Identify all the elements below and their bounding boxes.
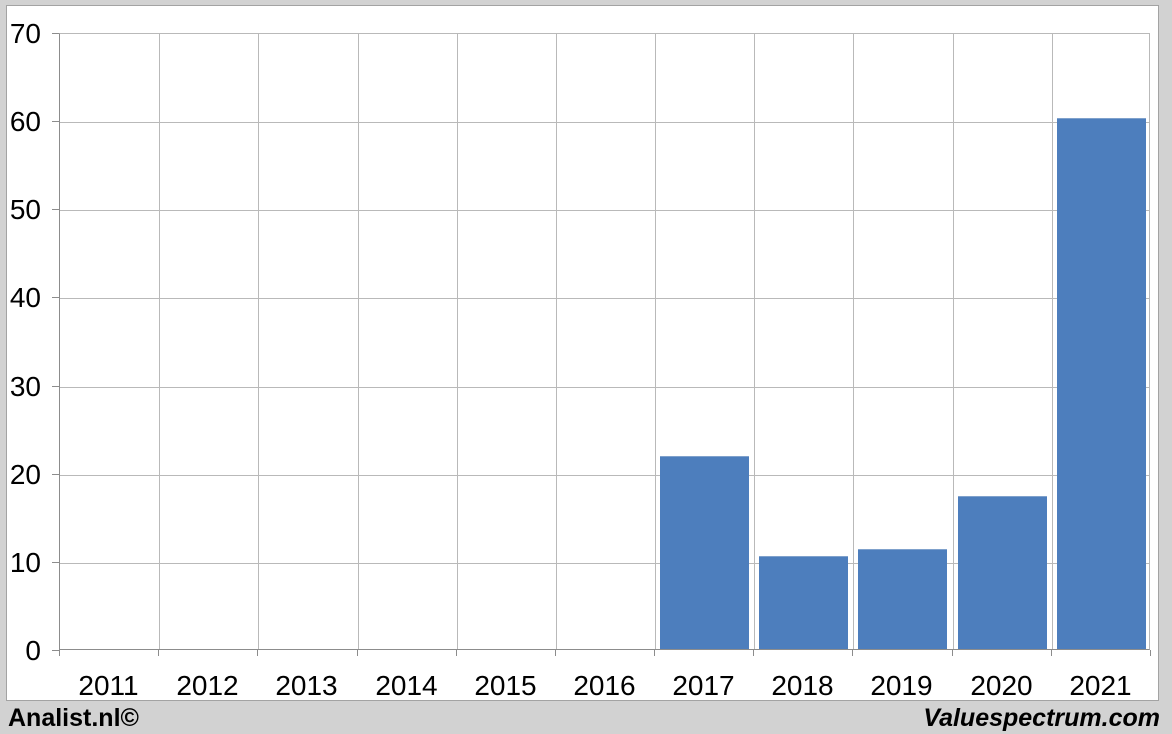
x-axis-label-2019: 2019 xyxy=(870,670,933,701)
x-tick-2 xyxy=(257,650,258,656)
y-tick-30 xyxy=(52,386,59,387)
x-axis-label-2011: 2011 xyxy=(78,670,139,701)
gridline-x-8 xyxy=(853,34,854,649)
x-tick-4 xyxy=(456,650,457,656)
gridline-x-3 xyxy=(358,34,359,649)
x-tick-0 xyxy=(59,650,60,656)
y-axis-label-0: 0 xyxy=(25,635,41,666)
x-tick-10 xyxy=(1051,650,1052,656)
gridline-x-2 xyxy=(258,34,259,649)
gridline-x-6 xyxy=(655,34,656,649)
valuespectrum-credit: Valuespectrum.com xyxy=(923,704,1160,732)
gridline-x-5 xyxy=(556,34,557,649)
gridline-y-10 xyxy=(60,563,1149,564)
bar-2017 xyxy=(660,456,749,649)
x-tick-1 xyxy=(158,650,159,656)
y-tick-0 xyxy=(52,650,59,651)
y-tick-60 xyxy=(52,121,59,122)
x-axis-label-2015: 2015 xyxy=(474,670,537,701)
x-tick-8 xyxy=(852,650,853,656)
x-tick-7 xyxy=(753,650,754,656)
x-axis-label-2012: 2012 xyxy=(176,670,239,701)
gridline-x-10 xyxy=(1052,34,1053,649)
x-axis-label-2017: 2017 xyxy=(672,670,735,701)
gridline-y-30 xyxy=(60,387,1149,388)
gridline-x-9 xyxy=(953,34,954,649)
bar-2018 xyxy=(759,556,848,649)
analist-credit: Analist.nl© xyxy=(8,704,139,732)
gridline-y-60 xyxy=(60,122,1149,123)
y-axis-label-40: 40 xyxy=(9,282,41,313)
x-tick-11 xyxy=(1150,650,1151,656)
x-axis-label-2018: 2018 xyxy=(771,670,834,701)
x-tick-5 xyxy=(555,650,556,656)
y-axis-label-10: 10 xyxy=(9,547,41,578)
y-tick-50 xyxy=(52,209,59,210)
chart-panel: 0 10 20 30 40 50 60 70 2011 2012 2013 2014 2015 2016… xyxy=(6,5,1159,701)
gridline-x-7 xyxy=(754,34,755,649)
x-axis-label-2021: 2021 xyxy=(1069,670,1132,701)
gridline-y-40 xyxy=(60,298,1149,299)
footer-bar: Analist.nl© Valuespectrum.com xyxy=(0,702,1172,734)
bar-2020 xyxy=(958,496,1047,649)
x-tick-6 xyxy=(654,650,655,656)
bar-2019 xyxy=(858,549,947,649)
x-tick-9 xyxy=(952,650,953,656)
plot-area xyxy=(59,33,1150,650)
bar-2021 xyxy=(1057,118,1146,649)
gridline-x-1 xyxy=(159,34,160,649)
y-axis-label-70: 70 xyxy=(9,18,41,49)
y-tick-70 xyxy=(52,33,59,34)
y-axis-label-60: 60 xyxy=(9,106,41,137)
gridline-y-20 xyxy=(60,475,1149,476)
gridline-y-50 xyxy=(60,210,1149,211)
x-axis-label-2013: 2013 xyxy=(275,670,338,701)
x-axis-label-2016: 2016 xyxy=(573,670,636,701)
y-axis-label-30: 30 xyxy=(9,371,41,402)
x-axis-label-2014: 2014 xyxy=(375,670,438,701)
y-tick-10 xyxy=(52,562,59,563)
y-tick-40 xyxy=(52,297,59,298)
y-axis-label-50: 50 xyxy=(9,194,41,225)
x-tick-3 xyxy=(357,650,358,656)
y-tick-20 xyxy=(52,474,59,475)
x-axis-label-2020: 2020 xyxy=(970,670,1033,701)
y-axis-label-20: 20 xyxy=(9,459,41,490)
gridline-x-4 xyxy=(457,34,458,649)
